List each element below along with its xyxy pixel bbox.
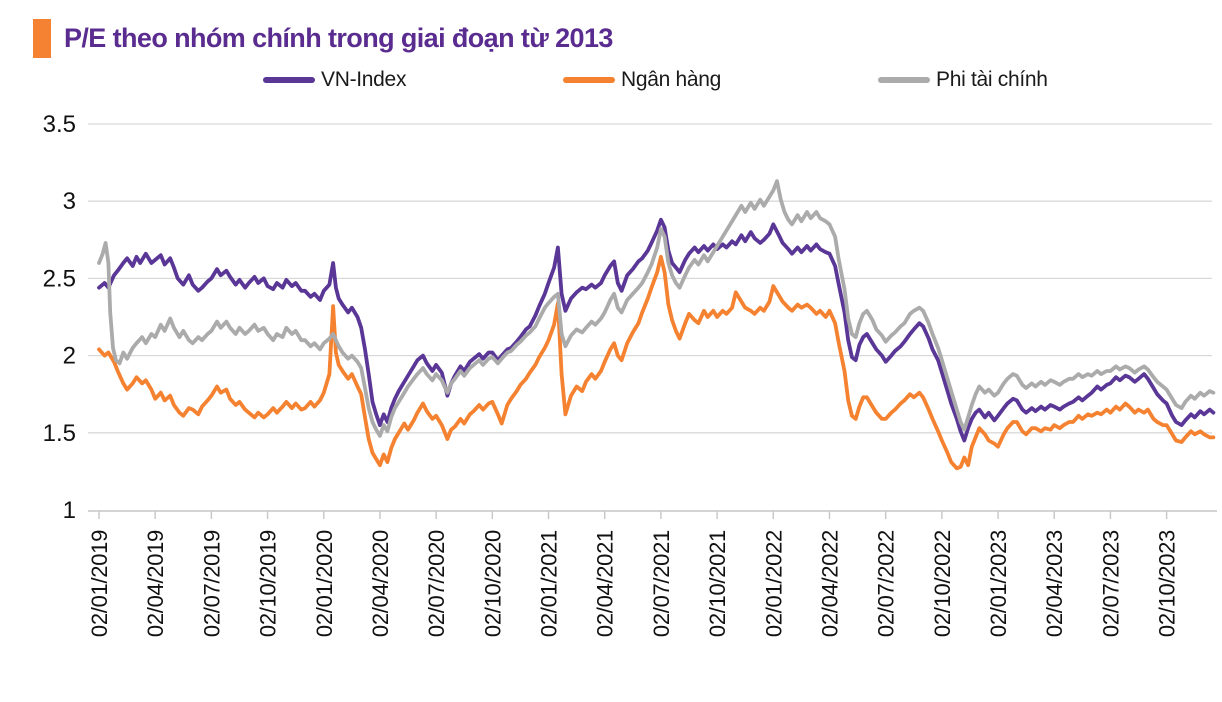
x-axis-label: 02/04/2023 — [1042, 530, 1067, 637]
x-axis-label: 02/01/2020 — [312, 530, 337, 637]
y-axis-label: 1 — [63, 497, 76, 524]
legend-label-phi-tai-chinh: Phi tài chính — [936, 68, 1048, 91]
chart-title-row: P/E theo nhóm chính trong giai đoạn từ 2… — [33, 19, 613, 58]
x-axis-label: 02/07/2023 — [1098, 530, 1123, 637]
y-axis-label: 3 — [63, 188, 76, 215]
x-axis-label: 02/10/2021 — [705, 530, 730, 637]
legend-item-phi-tai-chinh: Phi tài chính — [878, 68, 1048, 92]
title-accent-bar — [33, 19, 51, 58]
series-line-vn-index — [97, 217, 1216, 443]
x-axis-label: 02/10/2023 — [1155, 530, 1180, 637]
x-axis-label: 02/07/2019 — [199, 530, 224, 637]
legend-label-ngan-hang: Ngân hàng — [621, 68, 722, 91]
series-line-phi-tai-chinh — [97, 179, 1216, 438]
chart-title: P/E theo nhóm chính trong giai đoạn từ 2… — [64, 23, 613, 53]
legend-line-phi-tai-chinh-icon — [878, 77, 930, 83]
x-axis-label: 02/07/2020 — [424, 530, 449, 637]
legend-line-vn-index-icon — [263, 77, 315, 83]
series-line-ngan-hang — [97, 254, 1216, 471]
legend-line-ngan-hang-icon — [563, 77, 615, 83]
x-axis-label: 02/10/2022 — [930, 530, 955, 637]
legend-item-vn-index: VN-Index — [263, 68, 406, 92]
x-axis-label: 02/07/2022 — [874, 530, 899, 637]
x-axis-label: 02/10/2019 — [256, 530, 281, 637]
x-axis-label: 02/10/2020 — [480, 530, 505, 637]
y-axis-label: 3.5 — [43, 111, 76, 138]
y-axis-label: 2 — [63, 343, 76, 370]
legend-label-vn-index: VN-Index — [321, 68, 407, 91]
x-axis-label: 02/04/2020 — [368, 530, 393, 637]
x-axis-label: 02/07/2021 — [649, 530, 674, 637]
x-axis-label: 02/01/2022 — [761, 530, 786, 637]
x-axis-label: 02/04/2021 — [593, 530, 618, 637]
x-axis-label: 02/04/2022 — [817, 530, 842, 637]
legend-item-ngan-hang: Ngân hàng — [563, 68, 721, 92]
x-axis-label: 02/01/2019 — [87, 530, 112, 637]
x-axis-label: 02/01/2023 — [986, 530, 1011, 637]
y-axis-label: 2.5 — [43, 265, 76, 292]
x-axis-label: 02/01/2021 — [537, 530, 562, 637]
y-axis-label: 1.5 — [43, 420, 76, 447]
x-axis-label: 02/04/2019 — [143, 530, 168, 637]
